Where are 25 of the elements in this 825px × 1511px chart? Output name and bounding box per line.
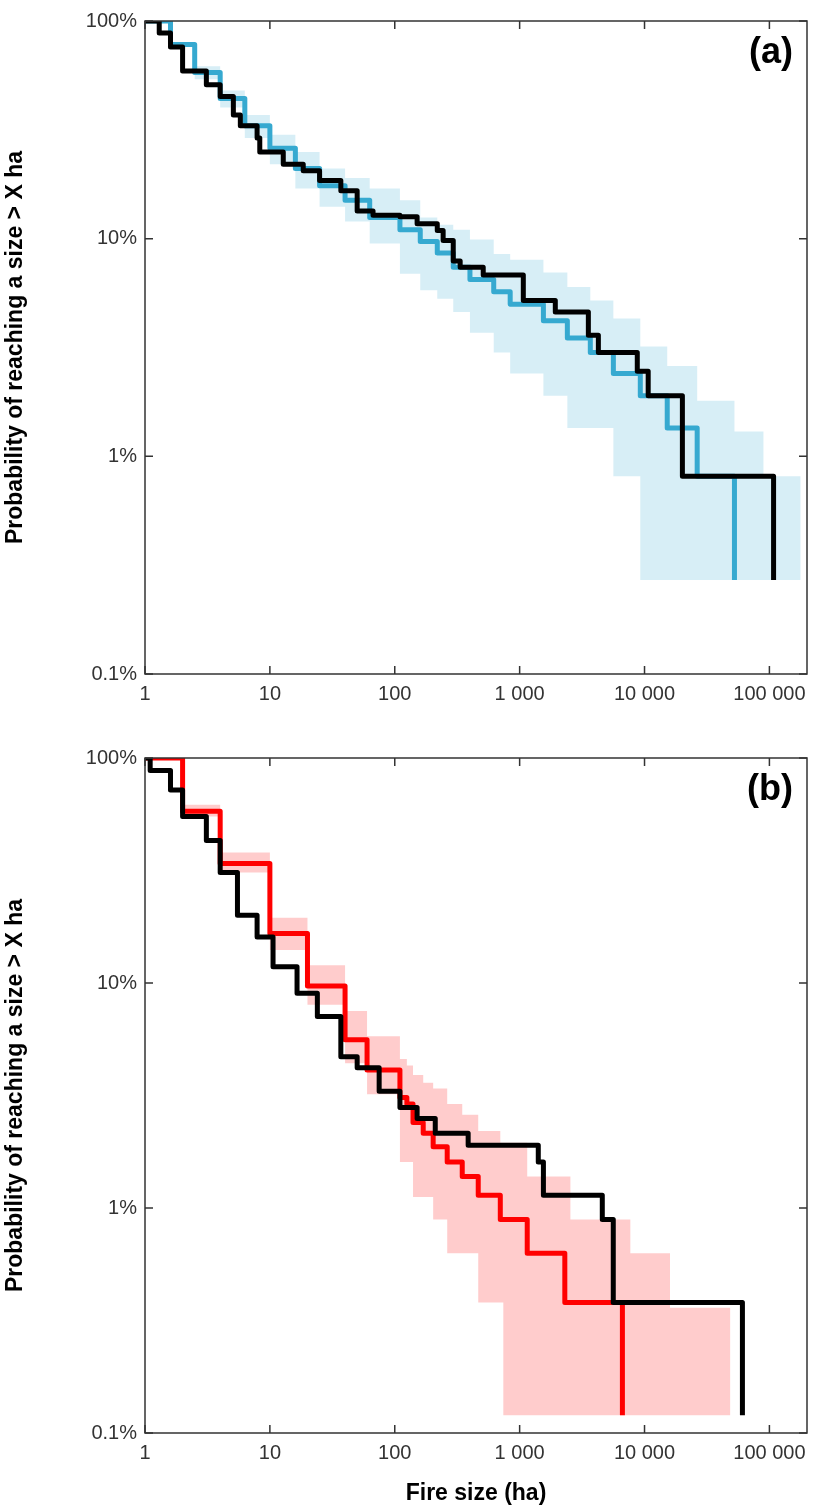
x-tick-label: 10: [258, 1440, 282, 1463]
y-tick-label: 10%: [96, 226, 138, 249]
y-tick-label: 10%: [96, 970, 138, 993]
y-tick-label: 100%: [85, 745, 138, 768]
x-tick-label: 1 000: [494, 681, 545, 704]
x-tick-label: 100: [378, 1440, 412, 1463]
y-tick-label: 100%: [85, 8, 138, 31]
y-tick-label: 1%: [108, 1195, 138, 1218]
y-axis-title: Probability of reaching a size > X ha: [1, 150, 28, 545]
x-tick-label: 10: [258, 681, 282, 704]
x-tick-label: 100: [378, 681, 412, 704]
x-axis-title: Fire size (ha): [405, 1478, 547, 1505]
y-axis-title: Probability of reaching a size > X ha: [1, 898, 28, 1293]
annotation: (a): [749, 29, 793, 71]
y-tick-label: 1%: [108, 443, 138, 466]
x-tick-label: 1: [139, 681, 151, 704]
y-tick-label: 0.1%: [91, 661, 138, 684]
x-tick-label: 10 000: [613, 1440, 676, 1463]
x-tick-label: 100 000: [733, 1440, 806, 1463]
x-tick-label: 1 000: [494, 1440, 545, 1463]
x-tick-label: 100 000: [733, 681, 806, 704]
y-tick-label: 0.1%: [91, 1420, 138, 1443]
x-tick-label: 10 000: [613, 681, 676, 704]
x-tick-label: 1: [139, 1440, 151, 1463]
annotation: (b): [747, 766, 793, 808]
